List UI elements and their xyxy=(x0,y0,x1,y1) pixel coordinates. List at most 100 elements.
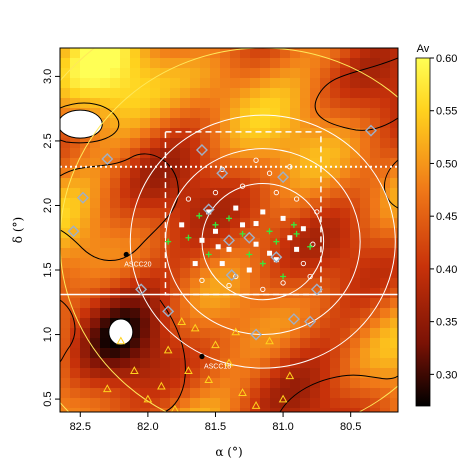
heatmap-cell xyxy=(80,268,91,279)
heatmap-cell xyxy=(210,408,221,412)
heatmap-cell xyxy=(80,378,91,389)
heatmap-cell xyxy=(80,48,91,59)
heatmap-cell xyxy=(330,238,341,249)
heatmap-cell xyxy=(80,348,91,359)
heatmap-cell xyxy=(320,128,331,139)
heatmap-cell xyxy=(70,338,81,349)
heatmap-cell xyxy=(160,378,171,389)
heatmap-cell xyxy=(60,48,71,59)
heatmap-cell xyxy=(140,248,151,259)
heatmap-cell xyxy=(110,348,121,359)
heatmap-cell xyxy=(190,368,201,379)
white-square-point xyxy=(280,215,286,221)
heatmap-cell xyxy=(210,68,221,79)
heatmap-cell xyxy=(60,298,71,309)
heatmap-cell xyxy=(370,268,381,279)
heatmap-cell xyxy=(180,338,191,349)
heatmap-cell xyxy=(290,338,301,349)
heatmap-cell xyxy=(80,58,91,69)
heatmap-cell xyxy=(150,388,161,399)
white-square-point xyxy=(179,222,185,228)
heatmap-cell xyxy=(120,258,131,269)
heatmap-cell xyxy=(230,68,241,79)
heatmap-cell xyxy=(170,408,181,412)
heatmap-cell xyxy=(280,108,291,119)
heatmap-cell xyxy=(260,228,271,239)
heatmap-cell xyxy=(200,128,211,139)
heatmap-cell xyxy=(80,258,91,269)
heatmap-cell xyxy=(90,368,101,379)
heatmap-cell xyxy=(220,318,231,329)
heatmap-cell xyxy=(180,248,191,259)
heatmap-cell xyxy=(300,148,311,159)
heatmap-cell xyxy=(170,158,181,169)
heatmap-cell xyxy=(180,228,191,239)
heatmap-cell xyxy=(250,198,261,209)
heatmap-cell xyxy=(80,68,91,79)
heatmap-cell xyxy=(270,168,281,179)
heatmap-cell xyxy=(300,128,311,139)
yellow-triangle-point xyxy=(102,384,112,393)
heatmap-cell xyxy=(210,148,221,159)
heatmap-cell xyxy=(240,408,251,412)
heatmap-cell xyxy=(330,268,341,279)
heatmap-cell xyxy=(260,368,271,379)
white-square-point xyxy=(206,209,212,215)
heatmap-cell xyxy=(70,88,81,99)
heatmap-cell xyxy=(140,288,151,299)
heatmap-cell xyxy=(130,238,141,249)
annotation-label: ASCC20 xyxy=(124,262,151,269)
x-tick-label: 82.0 xyxy=(137,421,158,433)
heatmap-cell xyxy=(320,408,331,412)
heatmap-cell xyxy=(270,388,281,399)
heatmap-cell xyxy=(240,238,251,249)
heatmap-cell xyxy=(290,258,301,269)
heatmap-cell xyxy=(120,208,131,219)
white-square-point xyxy=(273,257,279,263)
heatmap-cell xyxy=(300,348,311,359)
heatmap-cell xyxy=(140,268,151,279)
heatmap-cell xyxy=(230,128,241,139)
heatmap-cell xyxy=(340,148,351,159)
heatmap-cell xyxy=(220,68,231,79)
heatmap-cell xyxy=(140,118,151,129)
heatmap-cell xyxy=(230,148,241,159)
green-plus-point xyxy=(290,221,297,228)
heatmap-cell xyxy=(390,328,398,339)
heatmap-cell xyxy=(330,128,341,139)
heatmap-cell xyxy=(310,188,321,199)
heatmap-cell xyxy=(130,68,141,79)
heatmap-cell xyxy=(110,368,121,379)
heatmap-cell xyxy=(270,298,281,309)
heatmap-cell xyxy=(320,138,331,149)
heatmap-cell xyxy=(370,188,381,199)
heatmap-cell xyxy=(240,378,251,389)
heatmap-cell xyxy=(90,178,101,189)
gray-diamond-point xyxy=(101,153,114,165)
heatmap-cell xyxy=(350,238,361,249)
heatmap-cell xyxy=(390,298,398,309)
heatmap-cell xyxy=(370,318,381,329)
heatmap-cell xyxy=(220,298,231,309)
heatmap-cell xyxy=(60,338,71,349)
heatmap-cell xyxy=(100,138,111,149)
heatmap-cell xyxy=(120,238,131,249)
heatmap-cell xyxy=(100,368,111,379)
heatmap-cell xyxy=(290,288,301,299)
heatmap-cell xyxy=(140,398,151,409)
heatmap-cell xyxy=(240,128,251,139)
heatmap-cell xyxy=(140,378,151,389)
heatmap-cell xyxy=(310,88,321,99)
heatmap-cell xyxy=(360,328,371,339)
heatmap-cell xyxy=(240,138,251,149)
heatmap-cell xyxy=(90,398,101,409)
heatmap-cell xyxy=(240,68,251,79)
heatmap-cell xyxy=(180,238,191,249)
heatmap-cell xyxy=(150,378,161,389)
heatmap-cell xyxy=(260,138,271,149)
heatmap-cell xyxy=(320,248,331,259)
heatmap-cell xyxy=(220,58,231,69)
heatmap-cell xyxy=(170,348,181,359)
heatmap-cell xyxy=(260,408,271,412)
green-plus-point xyxy=(239,230,246,237)
